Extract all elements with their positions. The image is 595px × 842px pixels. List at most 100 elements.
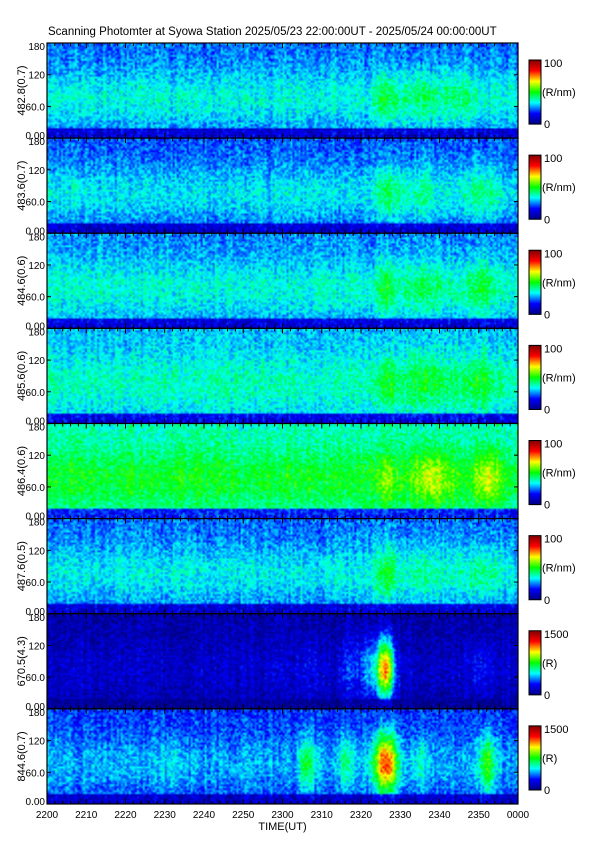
panel-label: 844.6(0.7): [16, 731, 28, 781]
colorbar-min-label: 0: [544, 595, 550, 607]
colorbar: [528, 154, 542, 220]
x-tick-label: 2220: [114, 810, 137, 821]
x-tick-label: 0000: [507, 810, 530, 821]
panel-3: 0.00 60.0 120 180 485.6(0.6) 100 (R/nm) 0: [16, 327, 576, 427]
y-tick-label: 0.00: [26, 607, 46, 618]
y-tick-label: 120: [28, 641, 45, 652]
colorbar-min-label: 0: [544, 405, 550, 417]
y-tick-label: 180: [28, 232, 45, 243]
colorbar-unit-label: (R): [542, 753, 557, 765]
panel-label: 483.6(0.7): [16, 161, 28, 211]
x-tick-label: 2300: [271, 810, 294, 821]
y-tick-label: 0.00: [26, 417, 46, 428]
y-tick-label: 60.0: [26, 102, 46, 113]
colorbar-unit-label: (R): [542, 658, 557, 670]
x-tick-label: 2250: [232, 810, 255, 821]
colorbar: [528, 725, 542, 791]
colorbar-max-label: 100: [544, 248, 562, 260]
y-tick-label: 60.0: [26, 198, 46, 209]
colorbar-unit-label: (R/nm): [542, 182, 576, 194]
y-tick-label: 60.0: [26, 293, 46, 304]
panel-7: 0.00 60.0 120 180 844.6(0.7) 1500 (R) 0: [16, 708, 568, 808]
colorbar-max-label: 100: [544, 534, 562, 546]
y-tick-label: 180: [28, 613, 45, 624]
y-tick-label: 120: [28, 71, 45, 82]
y-tick-label: 60.0: [26, 388, 46, 399]
y-tick-label: 0.00: [26, 512, 46, 523]
panel-1: 0.00 60.0 120 180 483.6(0.7) 100 (R/nm) 0: [16, 137, 576, 237]
colorbar-min-label: 0: [544, 309, 550, 321]
heatmap-image: [47, 138, 518, 234]
y-tick-label: 0.00: [26, 797, 46, 808]
colorbar-min-label: 0: [544, 690, 550, 702]
colorbar-unit-label: (R/nm): [542, 372, 576, 384]
colorbar-max-label: 100: [544, 58, 562, 70]
panel-0: 0.00 60.0 120 180 482.8(0.7) 100 (R/nm) 0: [16, 42, 576, 142]
y-tick-label: 60.0: [26, 578, 46, 589]
x-axis-label: TIME(UT): [258, 821, 306, 833]
colorbar-min-label: 0: [544, 119, 550, 131]
heatmap-image: [47, 518, 518, 614]
y-tick-label: 0.00: [26, 131, 46, 142]
colorbar: [528, 440, 542, 506]
colorbar-unit-label: (R/nm): [542, 87, 576, 99]
y-tick-label: 120: [28, 261, 45, 272]
panel-label: 487.6(0.5): [16, 541, 28, 591]
colorbar-max-label: 100: [544, 439, 562, 451]
x-tick-label: 2310: [311, 810, 334, 821]
y-tick-label: 0.00: [26, 702, 46, 713]
colorbar-max-label: 100: [544, 343, 562, 355]
colorbar-max-label: 1500: [544, 629, 568, 641]
y-tick-label: 120: [28, 451, 45, 462]
y-tick-label: 180: [28, 42, 45, 53]
x-tick-label: 2210: [75, 810, 98, 821]
colorbar: [528, 344, 542, 410]
y-tick-label: 60.0: [26, 673, 46, 684]
panel-label: 482.8(0.7): [16, 65, 28, 115]
panel-label: 485.6(0.6): [16, 351, 28, 401]
colorbar-min-label: 0: [544, 785, 550, 797]
colorbar-max-label: 1500: [544, 724, 568, 736]
y-tick-label: 120: [28, 546, 45, 557]
colorbar-unit-label: (R/nm): [542, 563, 576, 575]
panel-4: 0.00 60.0 120 180 486.4(0.6) 100 (R/nm) 0: [16, 423, 576, 523]
x-tick-label: 2330: [389, 810, 412, 821]
colorbar: [528, 59, 542, 125]
y-tick-label: 180: [28, 708, 45, 719]
colorbar-max-label: 100: [544, 153, 562, 165]
heatmap-image: [47, 328, 518, 424]
x-tick-label: 2230: [154, 810, 177, 821]
colorbar: [528, 630, 542, 696]
x-tick-label: 2240: [193, 810, 216, 821]
y-tick-label: 120: [28, 166, 45, 177]
panel-label: 486.4(0.6): [16, 446, 28, 496]
y-tick-label: 60.0: [26, 768, 46, 779]
x-tick-label: 2340: [428, 810, 451, 821]
colorbar-min-label: 0: [544, 214, 550, 226]
y-tick-label: 0.00: [26, 321, 46, 332]
heatmap-image: [47, 43, 518, 139]
panel-6: 0.00 60.0 120 180 670.5(4.3) 1500 (R) 0: [16, 613, 568, 713]
panel-label: 670.5(4.3): [16, 636, 28, 686]
x-tick-label: 2350: [468, 810, 491, 821]
colorbar-unit-label: (R/nm): [542, 468, 576, 480]
colorbar: [528, 535, 542, 601]
y-tick-label: 120: [28, 356, 45, 367]
heatmap-image: [47, 423, 518, 519]
y-tick-label: 180: [28, 327, 45, 338]
heatmap-image: [47, 708, 518, 804]
y-tick-label: 60.0: [26, 483, 46, 494]
x-tick-label: 2320: [350, 810, 373, 821]
panel-5: 0.00 60.0 120 180 487.6(0.5) 100 (R/nm) 0: [16, 518, 576, 618]
colorbar: [528, 249, 542, 315]
colorbar-unit-label: (R/nm): [542, 277, 576, 289]
y-tick-label: 180: [28, 423, 45, 434]
panel-2: 0.00 60.0 120 180 484.6(0.6) 100 (R/nm) 0: [16, 232, 576, 332]
panel-label: 484.6(0.6): [16, 256, 28, 306]
colorbar-min-label: 0: [544, 500, 550, 512]
y-tick-label: 0.00: [26, 226, 46, 237]
x-tick-label: 2200: [36, 810, 59, 821]
heatmap-image: [47, 613, 518, 709]
y-tick-label: 180: [28, 518, 45, 529]
